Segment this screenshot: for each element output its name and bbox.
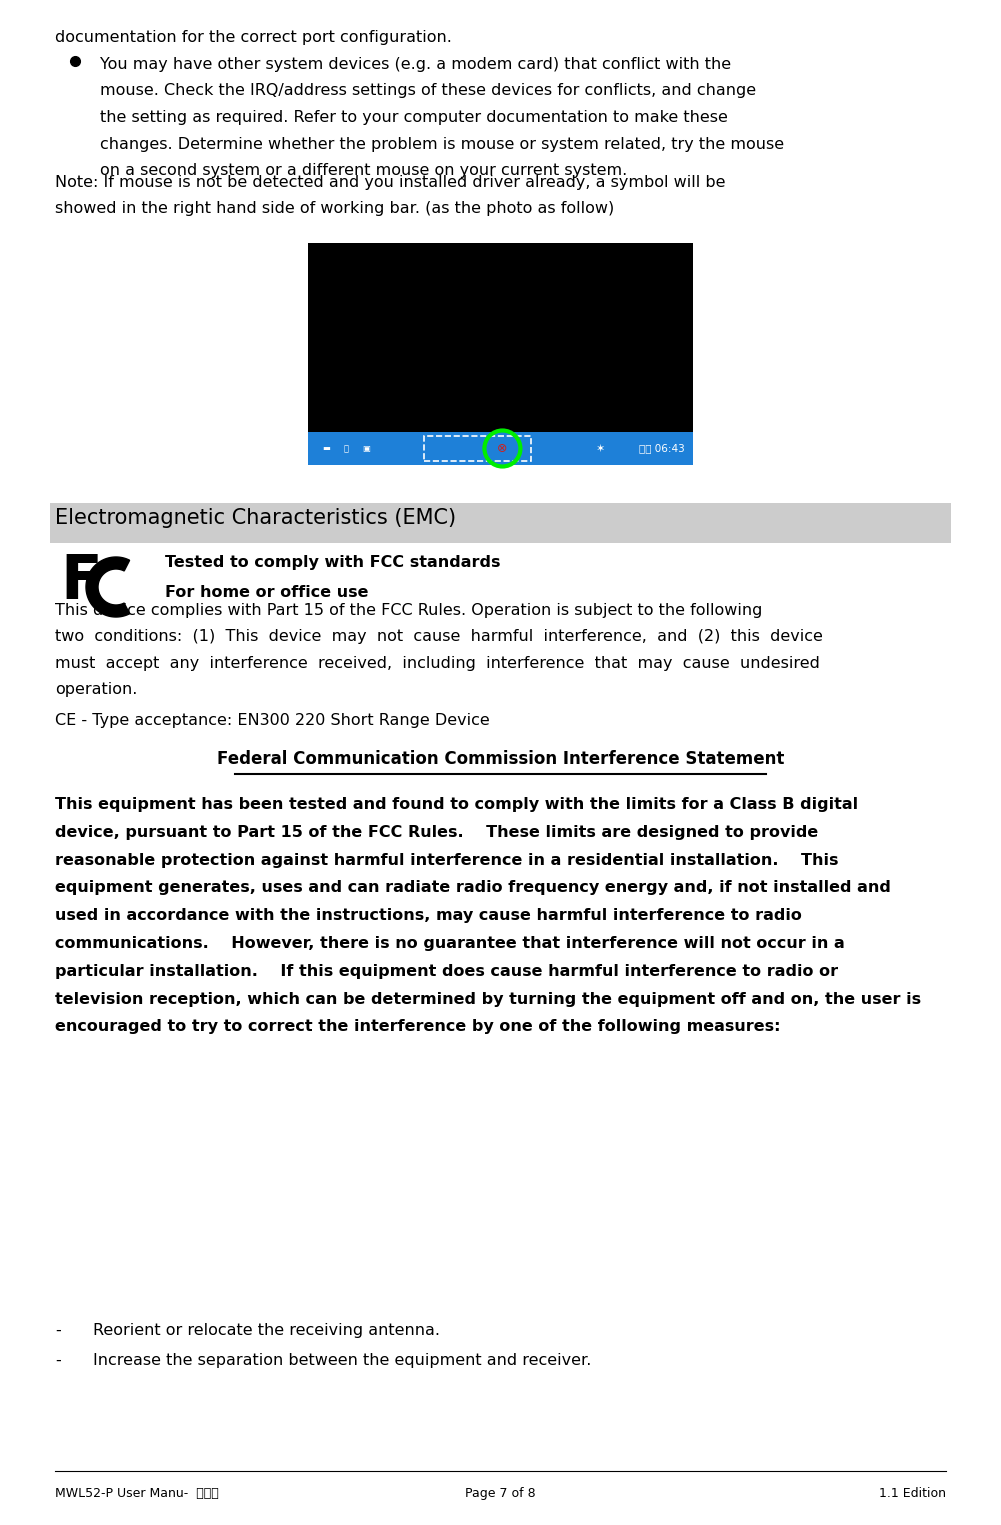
Text: particular installation.    If this equipment does cause harmful interference to: particular installation. If this equipme… [55, 964, 838, 979]
Text: This device complies with Part 15 of the FCC Rules. Operation is subject to the : This device complies with Part 15 of the… [55, 602, 763, 618]
Text: -: - [55, 1353, 61, 1368]
FancyBboxPatch shape [308, 242, 693, 432]
Text: 1.1 Edition: 1.1 Edition [879, 1487, 946, 1501]
Text: changes. Determine whether the problem is mouse or system related, try the mouse: changes. Determine whether the problem i… [100, 137, 784, 151]
Text: mouse. Check the IRQ/address settings of these devices for conflicts, and change: mouse. Check the IRQ/address settings of… [100, 84, 756, 99]
Text: Electromagnetic Characteristics (EMC): Electromagnetic Characteristics (EMC) [55, 508, 456, 528]
FancyBboxPatch shape [308, 432, 693, 465]
Text: device, pursuant to Part 15 of the FCC Rules.    These limits are designed to pr: device, pursuant to Part 15 of the FCC R… [55, 825, 818, 840]
Text: Page 7 of 8: Page 7 of 8 [465, 1487, 536, 1501]
Text: on a second system or a different mouse on your current system.: on a second system or a different mouse … [100, 163, 628, 178]
Text: reasonable protection against harmful interference in a residential installation: reasonable protection against harmful in… [55, 852, 839, 868]
Polygon shape [86, 557, 129, 618]
Text: Tested to comply with FCC standards: Tested to comply with FCC standards [165, 555, 500, 570]
Text: Note: If mouse is not be detected and you installed driver already, a symbol wil: Note: If mouse is not be detected and yo… [55, 175, 726, 191]
Text: television reception, which can be determined by turning the equipment off and o: television reception, which can be deter… [55, 991, 921, 1006]
Bar [423, 436, 532, 461]
Text: equipment generates, uses and can radiate radio frequency energy and, if not ins: equipment generates, uses and can radiat… [55, 880, 891, 895]
Text: F: F [60, 554, 102, 612]
Text: ⊗: ⊗ [497, 442, 508, 454]
Text: encouraged to try to correct the interference by one of the following measures:: encouraged to try to correct the interfe… [55, 1019, 781, 1034]
Text: two  conditions:  (1)  This  device  may  not  cause  harmful  interference,  an: two conditions: (1) This device may not … [55, 630, 823, 645]
Text: This equipment has been tested and found to comply with the limits for a Class B: This equipment has been tested and found… [55, 798, 858, 811]
Text: Increase the separation between the equipment and receiver.: Increase the separation between the equi… [93, 1353, 592, 1368]
Text: ▬: ▬ [322, 444, 330, 453]
Text: CE - Type acceptance: EN300 220 Short Range Device: CE - Type acceptance: EN300 220 Short Ra… [55, 714, 489, 727]
Text: operation.: operation. [55, 683, 137, 697]
Text: the setting as required. Refer to your computer documentation to make these: the setting as required. Refer to your c… [100, 110, 728, 125]
Text: ▣: ▣ [362, 444, 370, 453]
Text: showed in the right hand side of working bar. (as the photo as follow): showed in the right hand side of working… [55, 201, 615, 217]
Text: MWL52-P User Manu-  轉檔用: MWL52-P User Manu- 轉檔用 [55, 1487, 219, 1501]
Text: used in accordance with the instructions, may cause harmful interference to radi: used in accordance with the instructions… [55, 909, 802, 923]
FancyBboxPatch shape [50, 503, 951, 543]
Text: You may have other system devices (e.g. a modem card) that conflict with the: You may have other system devices (e.g. … [100, 56, 731, 72]
Text: For home or office use: For home or office use [165, 586, 368, 599]
Text: ✶: ✶ [597, 444, 606, 453]
Text: 下午 06:43: 下午 06:43 [640, 444, 685, 453]
Text: Federal Communication Commission Interference Statement: Federal Communication Commission Interfe… [217, 750, 784, 769]
Text: documentation for the correct port configuration.: documentation for the correct port confi… [55, 30, 451, 46]
Text: Reorient or relocate the receiving antenna.: Reorient or relocate the receiving anten… [93, 1324, 440, 1337]
Text: must  accept  any  interference  received,  including  interference  that  may  : must accept any interference received, i… [55, 656, 820, 671]
Text: communications.    However, there is no guarantee that interference will not occ: communications. However, there is no gua… [55, 936, 845, 952]
Text: 🖊: 🖊 [343, 444, 348, 453]
Text: -: - [55, 1324, 61, 1337]
